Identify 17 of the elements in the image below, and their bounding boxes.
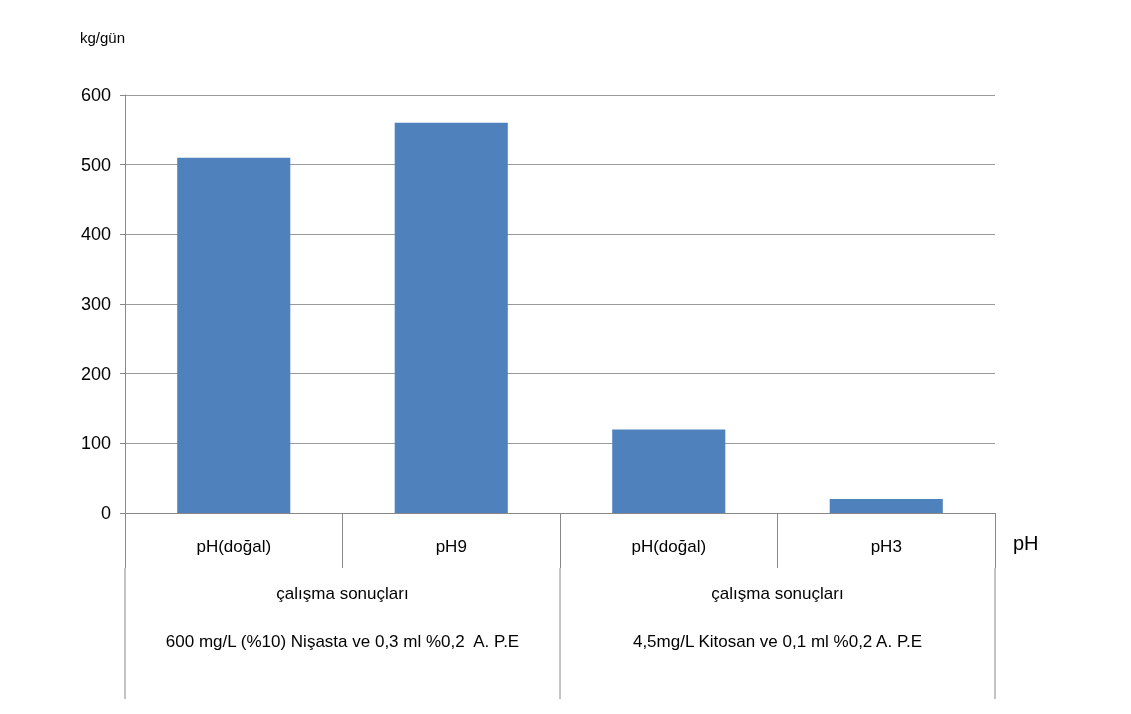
text: 4,5mg/L Kitosan ve 0,1 ml %0,2 A. P.E	[632, 631, 923, 651]
x-tick-label: pH(doğal)	[631, 537, 707, 556]
y-tick-label: 200	[80, 363, 111, 384]
text: çalışma sonuçları	[711, 583, 844, 603]
y-tick-label: 600	[80, 85, 111, 105]
y-axis-title: kg/gün	[79, 29, 125, 46]
y-tick-label: 300	[80, 294, 111, 314]
x-tick-label: pH3	[870, 537, 902, 556]
y-tick-label: 100	[80, 433, 111, 454]
y-tick-label: 0	[100, 503, 111, 523]
text: çalışma sonuçları	[276, 583, 409, 603]
text: 600 mg/L (%10) Nişasta ve 0,3 ml %0,2 A. P.E	[165, 631, 520, 651]
x-tick-label: pH9	[435, 537, 467, 556]
y-tick-label: 400	[80, 224, 111, 245]
x-axis-title: pH	[1013, 532, 1039, 554]
x-tick-label: pH(doğal)	[196, 537, 272, 556]
y-tick-label: 500	[80, 154, 111, 175]
